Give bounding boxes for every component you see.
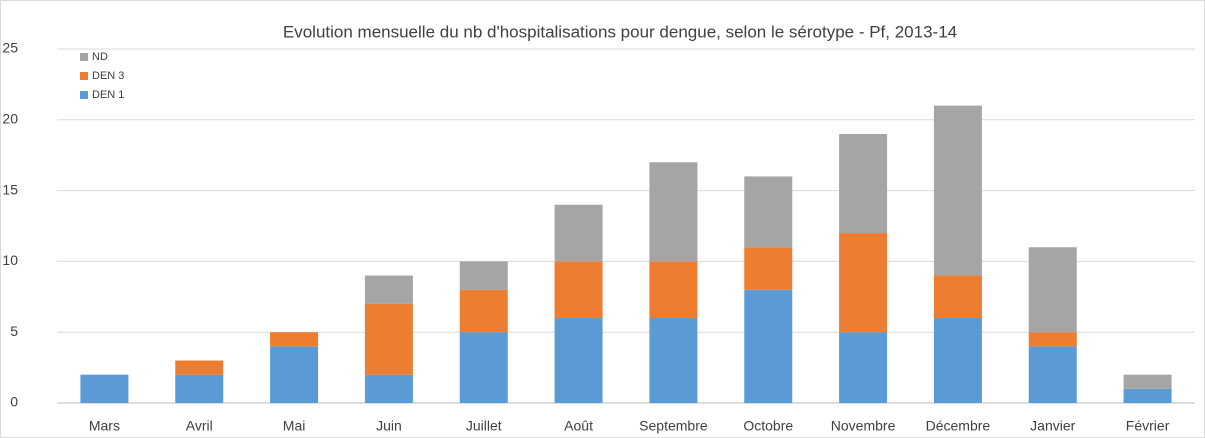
bar-segment <box>1028 332 1077 347</box>
bar-segment <box>649 162 698 262</box>
legend-swatch <box>80 72 88 80</box>
x-tick-label: Avril <box>186 418 213 434</box>
bar-segment <box>933 275 982 319</box>
bar-segment <box>459 332 508 403</box>
legend-label: DEN 1 <box>92 89 124 101</box>
legend-swatch <box>80 53 88 61</box>
bar-segment <box>1123 388 1172 403</box>
bar-segment <box>459 261 508 290</box>
bar-segment <box>554 204 603 262</box>
bar-segment <box>554 261 603 319</box>
y-tick-label: 0 <box>10 394 18 410</box>
bar-segment <box>80 374 129 403</box>
x-tick-label: Décembre <box>926 418 991 434</box>
legend-label: DEN 3 <box>92 70 124 82</box>
bar-segment <box>649 261 698 319</box>
bar-segment <box>554 318 603 403</box>
bar-segment <box>839 233 888 333</box>
bar-segment <box>364 275 413 304</box>
bar-segment <box>744 289 793 403</box>
x-tick-label: Août <box>564 418 593 434</box>
bar-segment <box>175 360 224 375</box>
x-tick-label: Mai <box>283 418 306 434</box>
bar-segment <box>1028 247 1077 333</box>
bar-segment <box>1028 346 1077 403</box>
y-tick-label: 20 <box>2 111 18 127</box>
y-tick-label: 5 <box>10 323 18 339</box>
bar-segment <box>270 346 319 403</box>
x-tick-label: Janvier <box>1030 418 1075 434</box>
y-tick-label: 10 <box>2 252 18 268</box>
bar-segment <box>270 332 319 347</box>
bar-segment <box>933 105 982 276</box>
bar-segment <box>175 374 224 403</box>
bar-segment <box>744 247 793 290</box>
bar-segment <box>933 318 982 403</box>
y-tick-label: 25 <box>2 40 18 56</box>
x-tick-label: Octobre <box>743 418 793 434</box>
bar-segment <box>744 176 793 248</box>
bar-segment <box>839 133 888 234</box>
x-tick-label: Juin <box>376 418 402 434</box>
x-tick-label: Juillet <box>466 418 502 434</box>
bar-segment <box>364 303 413 375</box>
bar-segment <box>839 332 888 403</box>
x-tick-label: Février <box>1126 418 1170 434</box>
x-tick-label: Novembre <box>831 418 896 434</box>
chart-title: Evolution mensuelle du nb d'hospitalisat… <box>283 22 957 41</box>
bar-segment <box>649 318 698 403</box>
bar-segment <box>364 374 413 403</box>
legend-swatch <box>80 91 88 99</box>
bar-segment <box>459 289 508 333</box>
x-tick-label: Septembre <box>639 418 708 434</box>
y-tick-label: 15 <box>2 181 18 197</box>
legend-label: ND <box>92 51 108 63</box>
bar-segment <box>1123 374 1172 389</box>
x-tick-label: Mars <box>89 418 120 434</box>
